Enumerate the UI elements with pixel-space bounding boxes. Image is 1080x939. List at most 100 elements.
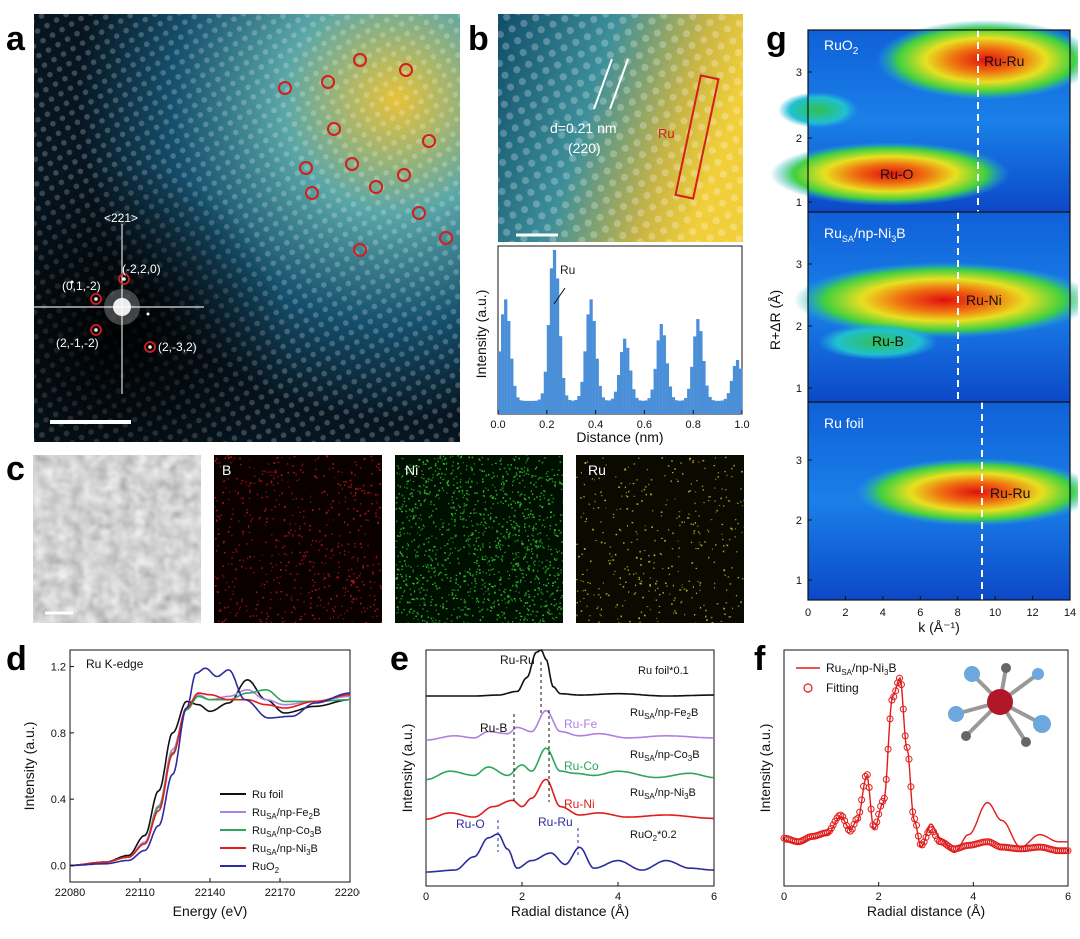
eds-pixel (462, 621, 465, 623)
eds-pixel (631, 510, 634, 512)
eds-pixel (515, 617, 517, 619)
eds-pixel (477, 545, 480, 547)
exafs-series-label: RuSA/np-Ni3B (630, 787, 696, 801)
eds-pixel (465, 504, 468, 506)
eds-pixel (728, 615, 731, 618)
eds-pixel (548, 503, 550, 505)
eds-pixel (414, 475, 417, 478)
eds-pixel (716, 509, 718, 512)
eds-pixel (525, 461, 527, 464)
eds-pixel (483, 470, 486, 473)
eds-pixel (362, 584, 365, 586)
profile-bar (684, 398, 688, 414)
eds-pixel (518, 534, 520, 537)
eds-pixel (417, 598, 419, 600)
eds-pixel (516, 563, 518, 566)
fit-point (854, 814, 862, 822)
eds-pixel (725, 601, 728, 604)
eds-pixel (408, 498, 410, 500)
eds-map-ni: Ni (395, 455, 563, 623)
eds-pixel (706, 529, 709, 531)
profile-x-label: Distance (nm) (576, 429, 663, 445)
eds-pixel (267, 615, 270, 618)
eds-pixel (377, 467, 380, 469)
eds-pixel (520, 599, 522, 602)
eds-pixel (484, 521, 486, 524)
eds-pixel (532, 516, 534, 518)
eds-pixel (289, 457, 291, 459)
eds-pixel (555, 535, 558, 537)
profile-bar (616, 375, 621, 414)
eds-pixel (450, 473, 452, 475)
eds-pixel (741, 470, 743, 473)
eds-pixel (730, 476, 733, 478)
eds-pixel (546, 590, 549, 593)
eds-pixel (616, 604, 619, 606)
eds-pixel (553, 474, 556, 476)
eds-pixel (467, 540, 470, 542)
eds-pixel (505, 480, 508, 482)
eds-pixel (265, 508, 267, 510)
eds-pixel (248, 485, 251, 488)
eds-pixel (395, 502, 398, 504)
eds-pixel (527, 457, 529, 460)
eds-pixel (638, 617, 641, 620)
eds-pixel (506, 531, 508, 533)
eds-pixel (526, 508, 529, 510)
eds-pixel (376, 501, 378, 504)
eds-pixel (265, 496, 267, 498)
eds-pixel (399, 560, 401, 563)
eds-pixel (527, 548, 529, 551)
profile-bar (510, 358, 514, 414)
eds-pixel (538, 515, 541, 517)
eds-pixel (542, 614, 544, 617)
eds-pixel (496, 547, 498, 550)
eds-pixel (533, 603, 536, 606)
eds-pixel (537, 546, 540, 549)
eds-pixel (459, 518, 462, 521)
eds-pixel (731, 467, 733, 470)
eds-pixel (487, 562, 489, 564)
eds-pixel (479, 572, 481, 574)
eds-pixel (432, 510, 434, 512)
eds-pixel (724, 456, 727, 459)
fit-x-tick: 0 (781, 891, 787, 903)
eds-pixel (422, 473, 424, 476)
eds-pixel (559, 520, 562, 522)
eds-pixel (597, 606, 599, 608)
eds-pixel (516, 539, 519, 542)
wt-y-tick: 3 (796, 259, 802, 271)
eds-pixel (451, 499, 453, 501)
eds-pixel (250, 539, 253, 541)
eds-pixel (482, 534, 485, 537)
xanes-x-label: Energy (eV) (173, 903, 248, 919)
eds-pixel (279, 576, 282, 578)
eds-pixel (535, 575, 538, 578)
eds-pixel (508, 504, 510, 507)
eds-pixel (363, 492, 366, 495)
eds-pixel (287, 481, 289, 483)
eds-pixel (429, 479, 432, 481)
eds-pixel (221, 621, 224, 623)
eds-pixel (395, 577, 398, 580)
eds-pixel (277, 613, 279, 616)
eds-pixel (511, 620, 514, 623)
eds-pixel (415, 615, 417, 617)
profile-x-tick: 0.6 (637, 419, 652, 431)
eds-pixel (522, 557, 525, 559)
eds-pixel (469, 590, 471, 593)
eds-pixel (513, 459, 516, 461)
eds-pixel (416, 612, 419, 614)
eds-pixel (526, 619, 528, 621)
eds-pixel (539, 495, 541, 498)
eds-pixel (662, 592, 665, 594)
eds-pixel (451, 507, 453, 509)
eds-pixel (507, 601, 509, 604)
eds-pixel (496, 502, 499, 504)
eds-pixel (470, 574, 472, 576)
fit-legend-data: RuSA/np-Ni3B (826, 661, 897, 677)
eds-pixel (410, 488, 413, 490)
eds-pixel (249, 459, 251, 461)
eds-pixel (417, 546, 420, 548)
